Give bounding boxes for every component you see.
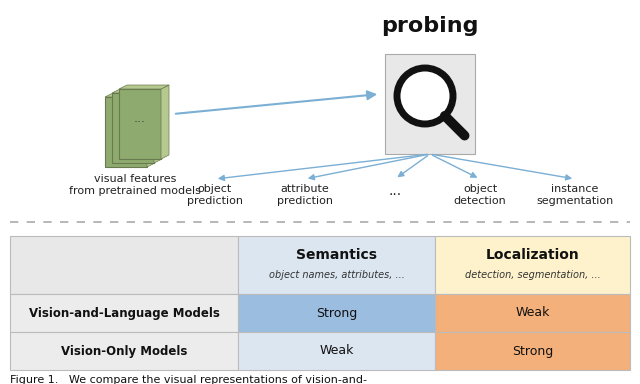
Text: detection, segmentation, ...: detection, segmentation, ... (465, 270, 600, 280)
Polygon shape (112, 89, 162, 93)
Text: Weak: Weak (515, 306, 550, 319)
Text: ...: ... (388, 184, 401, 198)
Bar (435, 236, 630, 294)
Text: Vision-and-Language Models: Vision-and-Language Models (29, 306, 220, 319)
Text: instance
segmentation: instance segmentation (536, 184, 614, 205)
Text: Strong: Strong (512, 344, 553, 358)
Text: ...: ... (134, 113, 146, 126)
Bar (238, 294, 435, 332)
Bar (238, 332, 435, 370)
Bar (10, 294, 238, 332)
Polygon shape (161, 85, 169, 159)
Polygon shape (105, 93, 155, 97)
Bar (435, 294, 630, 332)
Bar (385, 54, 475, 154)
Bar (119, 89, 161, 159)
Bar (10, 332, 238, 370)
Text: object names, attributes, ...: object names, attributes, ... (269, 270, 404, 280)
Text: Localization: Localization (486, 248, 579, 262)
Text: object
prediction: object prediction (187, 184, 243, 205)
Circle shape (397, 68, 453, 124)
Polygon shape (147, 93, 155, 167)
Text: Semantics: Semantics (296, 248, 377, 262)
Text: Strong: Strong (316, 306, 357, 319)
Text: Weak: Weak (319, 344, 354, 358)
Text: visual features
from pretrained models: visual features from pretrained models (69, 174, 201, 195)
Text: Vision-Only Models: Vision-Only Models (61, 344, 187, 358)
Bar (435, 332, 630, 370)
Text: probing: probing (381, 16, 479, 36)
Text: Figure 1.   We compare the visual representations of vision-and-: Figure 1. We compare the visual represen… (10, 375, 367, 384)
Bar (10, 236, 238, 294)
Polygon shape (154, 89, 162, 163)
Bar (238, 236, 435, 294)
Text: object
detection: object detection (454, 184, 506, 205)
Text: attribute
prediction: attribute prediction (277, 184, 333, 205)
Polygon shape (119, 85, 169, 89)
Bar (112, 93, 154, 163)
Bar (105, 97, 147, 167)
